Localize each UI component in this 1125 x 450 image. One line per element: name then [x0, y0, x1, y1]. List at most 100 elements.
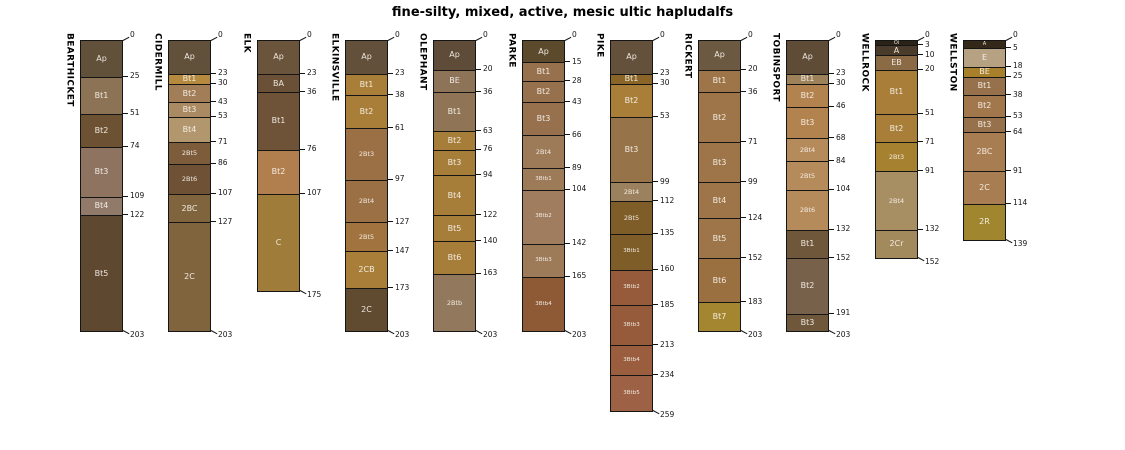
depth-label: 76	[483, 144, 493, 154]
horizon-band: 2C	[346, 288, 387, 331]
horizon-band: 2Bt6	[787, 189, 828, 230]
horizon-label: 2C	[979, 182, 990, 192]
horizon-band: Bt1	[169, 73, 210, 84]
depth-tick	[475, 36, 483, 41]
horizon-label: Bt3	[800, 317, 815, 327]
depth-label: 132	[925, 224, 940, 234]
depth-label: 122	[483, 209, 498, 219]
depth-label: 25	[1013, 71, 1023, 81]
horizon-label: Bt2	[94, 125, 109, 135]
depth-label: 0	[130, 30, 135, 39]
depth-tick	[476, 130, 481, 131]
horizon-label: Ap	[96, 53, 107, 63]
depth-tick	[211, 162, 216, 164]
horizon-label: Ap	[626, 52, 637, 62]
depth-label: 20	[483, 64, 493, 74]
depth-tick	[829, 257, 834, 259]
horizon-band: C	[258, 193, 299, 291]
profile-column: A E BE Bt1 Bt2 Bt3 2BC 2C 2R	[963, 40, 1006, 241]
horizon-band: Bt2	[787, 258, 828, 314]
depth-tick	[123, 214, 128, 216]
horizon-label: Bt3	[977, 120, 992, 130]
horizon-label: Bt1	[712, 76, 727, 86]
depth-label: 0	[483, 30, 488, 39]
series-name-label: WELLSTON	[947, 33, 958, 92]
horizon-band: 3Btb4	[523, 276, 564, 331]
depth-tick	[653, 374, 658, 376]
horizon-band: Bt4	[434, 175, 475, 216]
horizon-label: Ap	[184, 52, 195, 62]
depth-tick	[829, 137, 834, 139]
depth-tick	[1006, 202, 1011, 204]
horizon-label: Bt3	[712, 157, 727, 167]
horizon-label: Bt3	[94, 167, 109, 177]
depth-label: 71	[748, 136, 758, 146]
series-name-label: PIKE	[594, 33, 605, 58]
horizon-band: Bt2	[611, 83, 652, 117]
depth-label: 53	[218, 111, 228, 121]
horizon-band: Bt1	[346, 73, 387, 96]
horizon-label: Ap	[538, 46, 549, 56]
depth-tick	[300, 148, 305, 150]
horizon-band: A	[876, 45, 917, 56]
depth-label: 147	[395, 245, 410, 255]
horizon-label: 2Bt4	[623, 187, 640, 196]
depth-label: 89	[572, 162, 582, 172]
horizon-label: 2C	[361, 305, 372, 315]
depth-label: 183	[748, 296, 763, 306]
depth-label: 203	[218, 330, 233, 339]
horizon-label: Bt2	[889, 123, 904, 133]
horizon-band: Bt2	[81, 113, 122, 147]
depth-tick	[741, 217, 746, 219]
profile-column: Ap BE Bt1 Bt2 Bt3 Bt4 Bt5 Bt6 2Btb	[433, 40, 476, 332]
depth-tick	[565, 275, 570, 277]
horizon-band: 2C	[169, 222, 210, 331]
depth-label: 0	[218, 30, 223, 39]
chart-title: fine-silty, mixed, active, mesic ultic h…	[391, 5, 734, 20]
depth-label: 104	[572, 184, 587, 194]
horizon-band: Bt1	[964, 76, 1005, 96]
depth-tick	[1005, 238, 1013, 243]
horizon-band: 2C	[964, 171, 1005, 204]
depth-tick	[741, 257, 746, 259]
depth-label: 139	[1013, 238, 1028, 248]
depth-tick	[565, 167, 570, 169]
depth-tick	[741, 141, 746, 143]
horizon-band: Bt7	[699, 302, 740, 331]
horizon-label: Bt4	[94, 201, 109, 211]
depth-label: 3	[925, 39, 930, 49]
depth-tick	[653, 72, 658, 74]
depth-tick	[829, 228, 834, 230]
horizon-band: Bt3	[964, 116, 1005, 133]
horizon-label: Bt2	[359, 107, 374, 117]
horizon-band: Bt5	[81, 215, 122, 331]
horizon-label: 2Bt3	[358, 150, 375, 159]
depth-tick	[388, 127, 393, 129]
depth-tick	[388, 250, 393, 251]
horizon-band: Ap	[81, 41, 122, 77]
horizon-label: Bt2	[977, 101, 992, 111]
depth-tick	[388, 94, 393, 96]
depth-tick	[653, 344, 658, 346]
profile-column: Ap Bt1 Bt2 Bt3 2Bt4 2Bt5 3Btb1 3Btb2 3Btb3 3Btb4 3…	[610, 40, 653, 412]
horizon-label: 3Btb3	[535, 257, 552, 264]
depth-tick	[388, 287, 393, 289]
series-name-label: WELLROCK	[859, 33, 870, 92]
depth-label: 0	[748, 30, 753, 39]
depth-tick	[828, 36, 836, 41]
horizon-label: Bt5	[447, 223, 462, 233]
horizon-label: BA	[273, 78, 284, 88]
depth-label: 163	[483, 268, 498, 278]
horizon-band: Bt2	[434, 131, 475, 150]
depth-label: 140	[483, 235, 498, 245]
depth-label: 127	[218, 216, 233, 226]
depth-label: 142	[572, 238, 587, 248]
horizon-label: E	[981, 52, 988, 62]
horizon-band: 2BC	[169, 193, 210, 223]
depth-label: 109	[130, 191, 145, 201]
depth-tick	[918, 68, 923, 70]
horizon-label: Bt1	[94, 90, 109, 100]
horizon-band: Oi	[876, 40, 917, 46]
depth-tick	[653, 200, 658, 201]
horizon-label: Bt4	[447, 190, 462, 200]
